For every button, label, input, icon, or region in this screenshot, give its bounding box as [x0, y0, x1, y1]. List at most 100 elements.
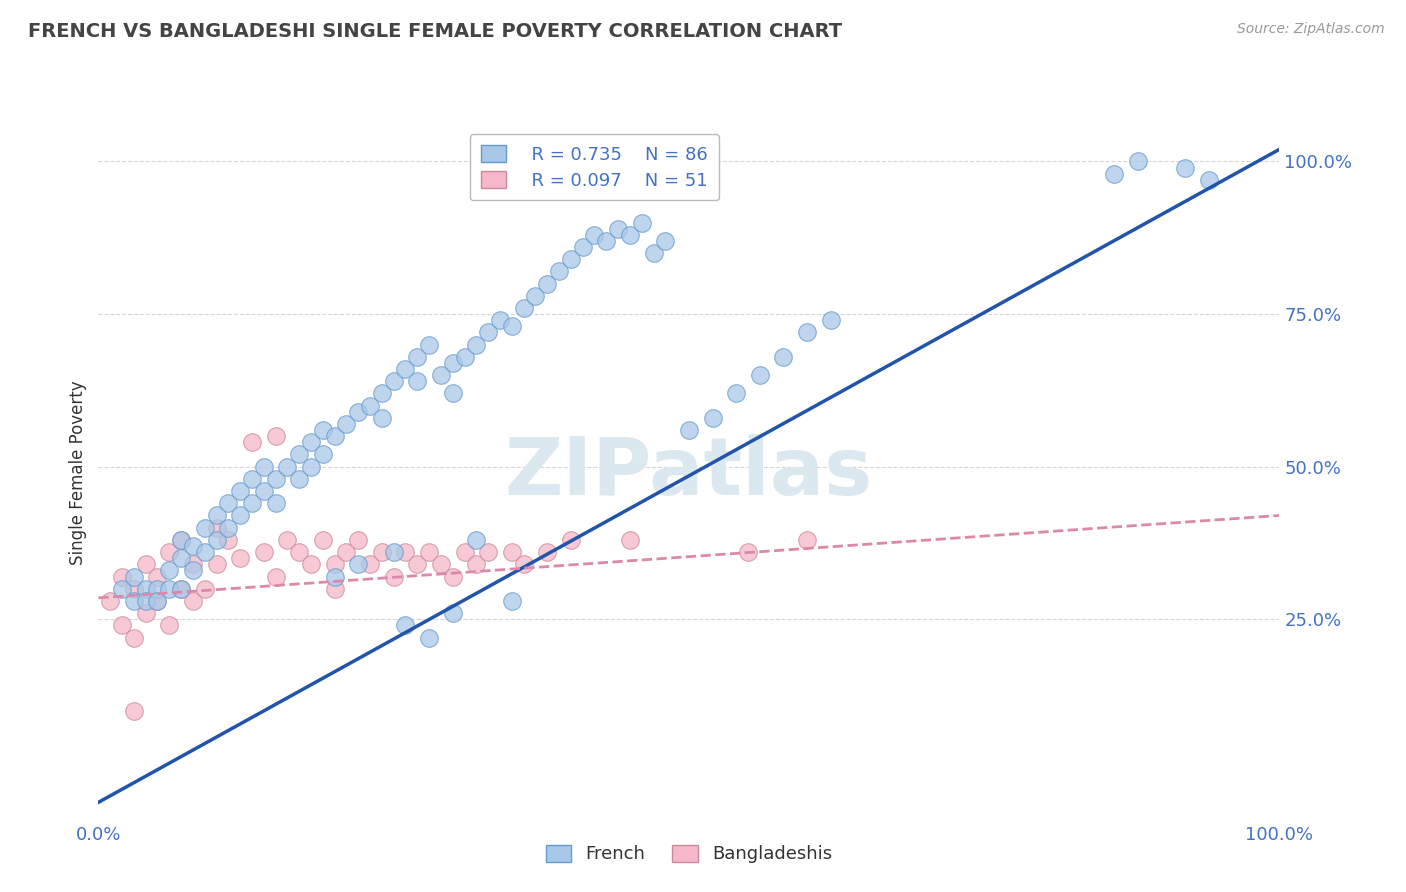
Point [1198, 173, 1220, 187]
Point [382, 374, 405, 388]
Point [146, 569, 169, 583]
Point [135, 558, 157, 572]
Point [748, 368, 770, 383]
Point [111, 582, 134, 596]
Point [1126, 154, 1149, 169]
Point [737, 545, 759, 559]
Point [335, 417, 357, 431]
Point [512, 301, 534, 315]
Point [205, 533, 228, 547]
Point [240, 472, 263, 486]
Point [524, 289, 547, 303]
Point [122, 569, 145, 583]
Point [146, 594, 169, 608]
Point [465, 558, 488, 572]
Point [205, 558, 228, 572]
Point [276, 533, 298, 547]
Point [276, 459, 298, 474]
Point [441, 356, 464, 370]
Point [264, 472, 287, 486]
Point [181, 594, 204, 608]
Point [536, 277, 558, 291]
Point [772, 350, 794, 364]
Point [643, 246, 665, 260]
Point [229, 484, 252, 499]
Point [240, 435, 263, 450]
Point [430, 558, 453, 572]
Point [1174, 161, 1197, 175]
Point [477, 326, 499, 340]
Point [359, 558, 381, 572]
Point [205, 521, 228, 535]
Point [264, 496, 287, 510]
Point [111, 618, 134, 632]
Point [157, 545, 180, 559]
Point [394, 545, 416, 559]
Point [217, 521, 239, 535]
Point [1102, 167, 1125, 181]
Point [560, 252, 582, 267]
Point [465, 533, 488, 547]
Point [170, 533, 193, 547]
Point [181, 539, 204, 553]
Point [312, 447, 335, 461]
Point [619, 227, 641, 242]
Point [820, 313, 842, 327]
Point [571, 240, 593, 254]
Point [382, 545, 405, 559]
Point [288, 545, 311, 559]
Point [253, 459, 276, 474]
Point [157, 582, 180, 596]
Point [181, 558, 204, 572]
Point [205, 508, 228, 523]
Point [253, 484, 276, 499]
Point [453, 350, 475, 364]
Point [430, 368, 453, 383]
Point [347, 533, 370, 547]
Point [229, 551, 252, 566]
Point [335, 545, 357, 559]
Point [382, 569, 405, 583]
Point [725, 386, 748, 401]
Point [146, 594, 169, 608]
Point [630, 215, 652, 229]
Point [122, 594, 145, 608]
Point [489, 313, 512, 327]
Text: ZIPatlas: ZIPatlas [505, 434, 873, 512]
Point [312, 423, 335, 437]
Point [135, 582, 157, 596]
Point [146, 582, 169, 596]
Point [441, 606, 464, 620]
Point [194, 521, 217, 535]
Point [288, 447, 311, 461]
Point [98, 594, 121, 608]
Point [194, 582, 217, 596]
Point [371, 386, 394, 401]
Point [394, 362, 416, 376]
Point [299, 435, 322, 450]
Point [595, 234, 617, 248]
Point [217, 533, 239, 547]
Point [323, 558, 346, 572]
Point [240, 496, 263, 510]
Point [536, 545, 558, 559]
Point [548, 264, 571, 278]
Point [371, 545, 394, 559]
Point [501, 594, 523, 608]
Legend: French, Bangladeshis: French, Bangladeshis [534, 834, 844, 874]
Point [501, 545, 523, 559]
Point [347, 558, 370, 572]
Point [607, 221, 630, 235]
Text: Source: ZipAtlas.com: Source: ZipAtlas.com [1237, 22, 1385, 37]
Point [501, 319, 523, 334]
Point [654, 234, 676, 248]
Point [583, 227, 606, 242]
Point [406, 350, 429, 364]
Point [170, 582, 193, 596]
Point [406, 558, 429, 572]
Point [170, 551, 193, 566]
Point [135, 606, 157, 620]
Point [288, 472, 311, 486]
Point [312, 533, 335, 547]
Point [157, 563, 180, 577]
